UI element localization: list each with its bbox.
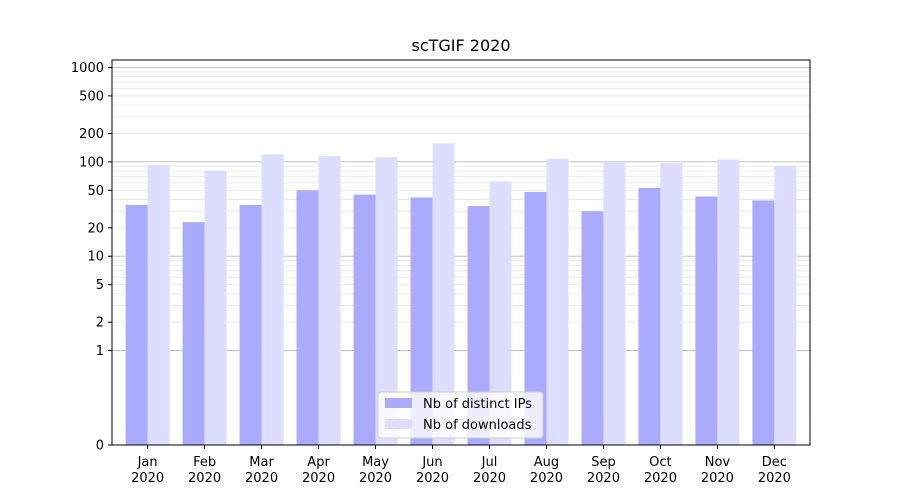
- bar-ips: [125, 204, 148, 445]
- legend-swatch-ips: [385, 398, 412, 408]
- y-tick-label: 5: [96, 278, 104, 293]
- legend-label-ips: Nb of distinct IPs: [423, 397, 532, 412]
- bar-ips: [353, 194, 376, 445]
- bar-downloads: [261, 154, 284, 445]
- bar-downloads: [717, 159, 740, 445]
- bar-ips: [182, 222, 205, 445]
- plot-frame: [111, 59, 811, 446]
- legend: Nb of distinct IPs Nb of downloads: [377, 391, 544, 439]
- y-tick-label: 0: [96, 439, 104, 454]
- x-tick-label: Sep 2020: [587, 455, 620, 486]
- y-tick-label: 200: [79, 127, 104, 142]
- x-tick-label: Jun 2020: [416, 455, 449, 486]
- x-tick-label: Oct 2020: [644, 455, 677, 486]
- grid-lines: [112, 67, 810, 352]
- bar-downloads: [489, 181, 512, 445]
- bar-downloads: [774, 165, 797, 445]
- y-tick-label: 1: [96, 344, 104, 359]
- y-tick-label: 100: [79, 155, 104, 170]
- bar-ips: [581, 211, 604, 445]
- bar-ips: [410, 197, 433, 445]
- bar-ips: [638, 187, 661, 446]
- x-tick-label: Apr 2020: [302, 455, 335, 486]
- y-tick-label: 1000: [71, 61, 104, 76]
- bar-ips: [239, 204, 262, 445]
- legend-frame: [377, 391, 544, 439]
- x-tick-label: May 2020: [359, 455, 392, 486]
- bar-ips: [752, 200, 775, 445]
- bar-ips: [467, 206, 490, 445]
- y-tick-label: 500: [79, 89, 104, 104]
- x-tick-label: Jul 2020: [473, 455, 506, 486]
- bar-downloads: [432, 143, 455, 445]
- bar-downloads: [546, 158, 569, 445]
- x-tick-label: Nov 2020: [701, 455, 734, 486]
- legend-swatch-downloads: [385, 419, 412, 429]
- bar-downloads: [204, 171, 227, 446]
- x-tick-label: Aug 2020: [530, 455, 563, 486]
- bar-downloads: [603, 161, 626, 445]
- bar-downloads: [375, 157, 398, 446]
- y-tick-label: 10: [87, 250, 104, 265]
- bar-ips: [296, 190, 319, 445]
- bars: [125, 143, 797, 446]
- x-tick-label: Mar 2020: [245, 455, 278, 486]
- x-tick-label: Dec 2020: [758, 455, 791, 486]
- y-tick-label: 50: [87, 184, 104, 199]
- bar-downloads: [147, 164, 170, 445]
- bar-downloads: [318, 156, 341, 446]
- legend-label-downloads: Nb of downloads: [423, 418, 532, 433]
- bar-downloads: [660, 163, 683, 445]
- y-tick-label: 2: [96, 316, 104, 331]
- x-tick-label: Jan 2020: [131, 455, 164, 486]
- bar-ips: [695, 196, 718, 445]
- y-tick-label: 20: [87, 221, 104, 236]
- axes: 0 1 2 5 10 20 50 100 200 500 1000 Jan 2020 Feb 2020 Mar…: [71, 59, 811, 486]
- chart-title: scTGIF 2020: [411, 36, 510, 55]
- bar-ips: [524, 191, 547, 445]
- x-tick-label: Feb 2020: [188, 455, 221, 486]
